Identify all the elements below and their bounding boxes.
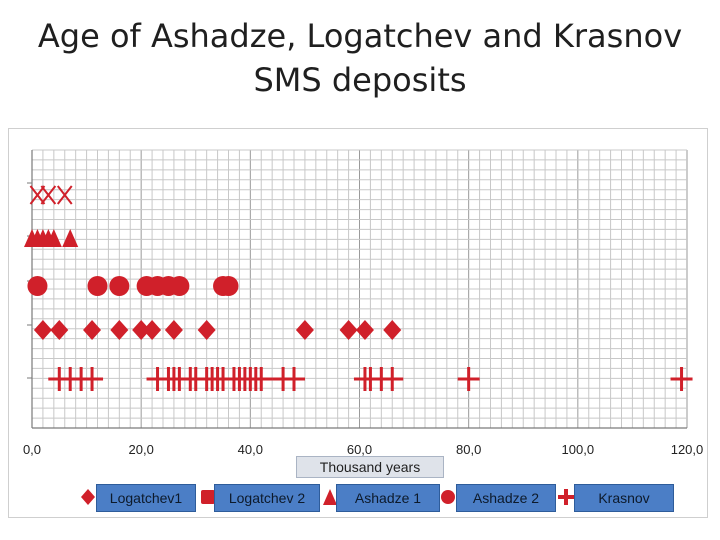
slide-title: Age of Ashadze, Logatchev and Krasnov SM…	[0, 14, 720, 102]
x-axis-title: Thousand years	[296, 456, 444, 478]
data-point-ashadze1	[62, 229, 79, 247]
data-point-ashadze2	[29, 185, 46, 205]
legend-item-ashadze1: Ashadze 1	[336, 484, 440, 512]
legend-item-krasnov: Krasnov	[574, 484, 674, 512]
data-point-logatchev1	[33, 320, 52, 340]
legend-icon-krasnov	[558, 489, 574, 505]
x-tick-label: 100,0	[562, 442, 595, 457]
x-tick-label: 80,0	[456, 442, 481, 457]
data-point-logatchev1	[355, 320, 374, 340]
data-point-logatchev1	[164, 320, 183, 340]
legend-item-ashadze2: Ashadze 2	[456, 484, 556, 512]
x-tick-label: 20,0	[129, 442, 154, 457]
data-point-krasnov	[81, 367, 104, 391]
chart-frame	[8, 128, 708, 518]
x-tick-label: 60,0	[347, 442, 372, 457]
data-point-logatchev2	[109, 276, 130, 296]
data-point-ashadze2	[40, 185, 57, 205]
data-point-logatchev2	[87, 276, 108, 296]
data-point-krasnov	[283, 367, 305, 391]
data-point-logatchev1	[83, 320, 102, 340]
legend-item-logatchev1: Logatchev1	[96, 484, 196, 512]
data-point-logatchev2	[169, 276, 190, 296]
data-point-ashadze2	[56, 185, 73, 205]
data-point-logatchev1	[339, 320, 358, 340]
slide-title-line1: Age of Ashadze, Logatchev and Krasnov	[37, 17, 683, 55]
data-point-krasnov	[670, 367, 693, 391]
legend-item-logatchev2: Logatchev 2	[214, 484, 320, 512]
data-point-logatchev1	[197, 320, 216, 340]
data-point-krasnov	[381, 367, 404, 391]
legend-icon-logatchev1	[81, 489, 95, 505]
data-point-krasnov	[457, 367, 480, 391]
data-point-logatchev1	[132, 320, 151, 340]
x-tick-label: 120,0	[671, 442, 704, 457]
data-point-logatchev2	[218, 276, 239, 296]
data-point-krasnov	[250, 367, 273, 391]
data-point-logatchev1	[143, 320, 162, 340]
data-point-logatchev1	[50, 320, 69, 340]
legend-icon-ashadze2	[441, 490, 455, 504]
x-tick-label: 40,0	[238, 442, 263, 457]
legend-icon-ashadze1	[323, 489, 337, 505]
data-point-ashadze1	[45, 229, 62, 247]
data-point-logatchev1	[110, 320, 129, 340]
data-point-logatchev1	[295, 320, 314, 340]
legend-icon-logatchev2	[201, 490, 215, 504]
data-point-logatchev1	[383, 320, 402, 340]
x-tick-label: 0,0	[23, 442, 41, 457]
data-point-logatchev2	[27, 276, 48, 296]
slide-title-line2: SMS deposits	[253, 61, 467, 99]
